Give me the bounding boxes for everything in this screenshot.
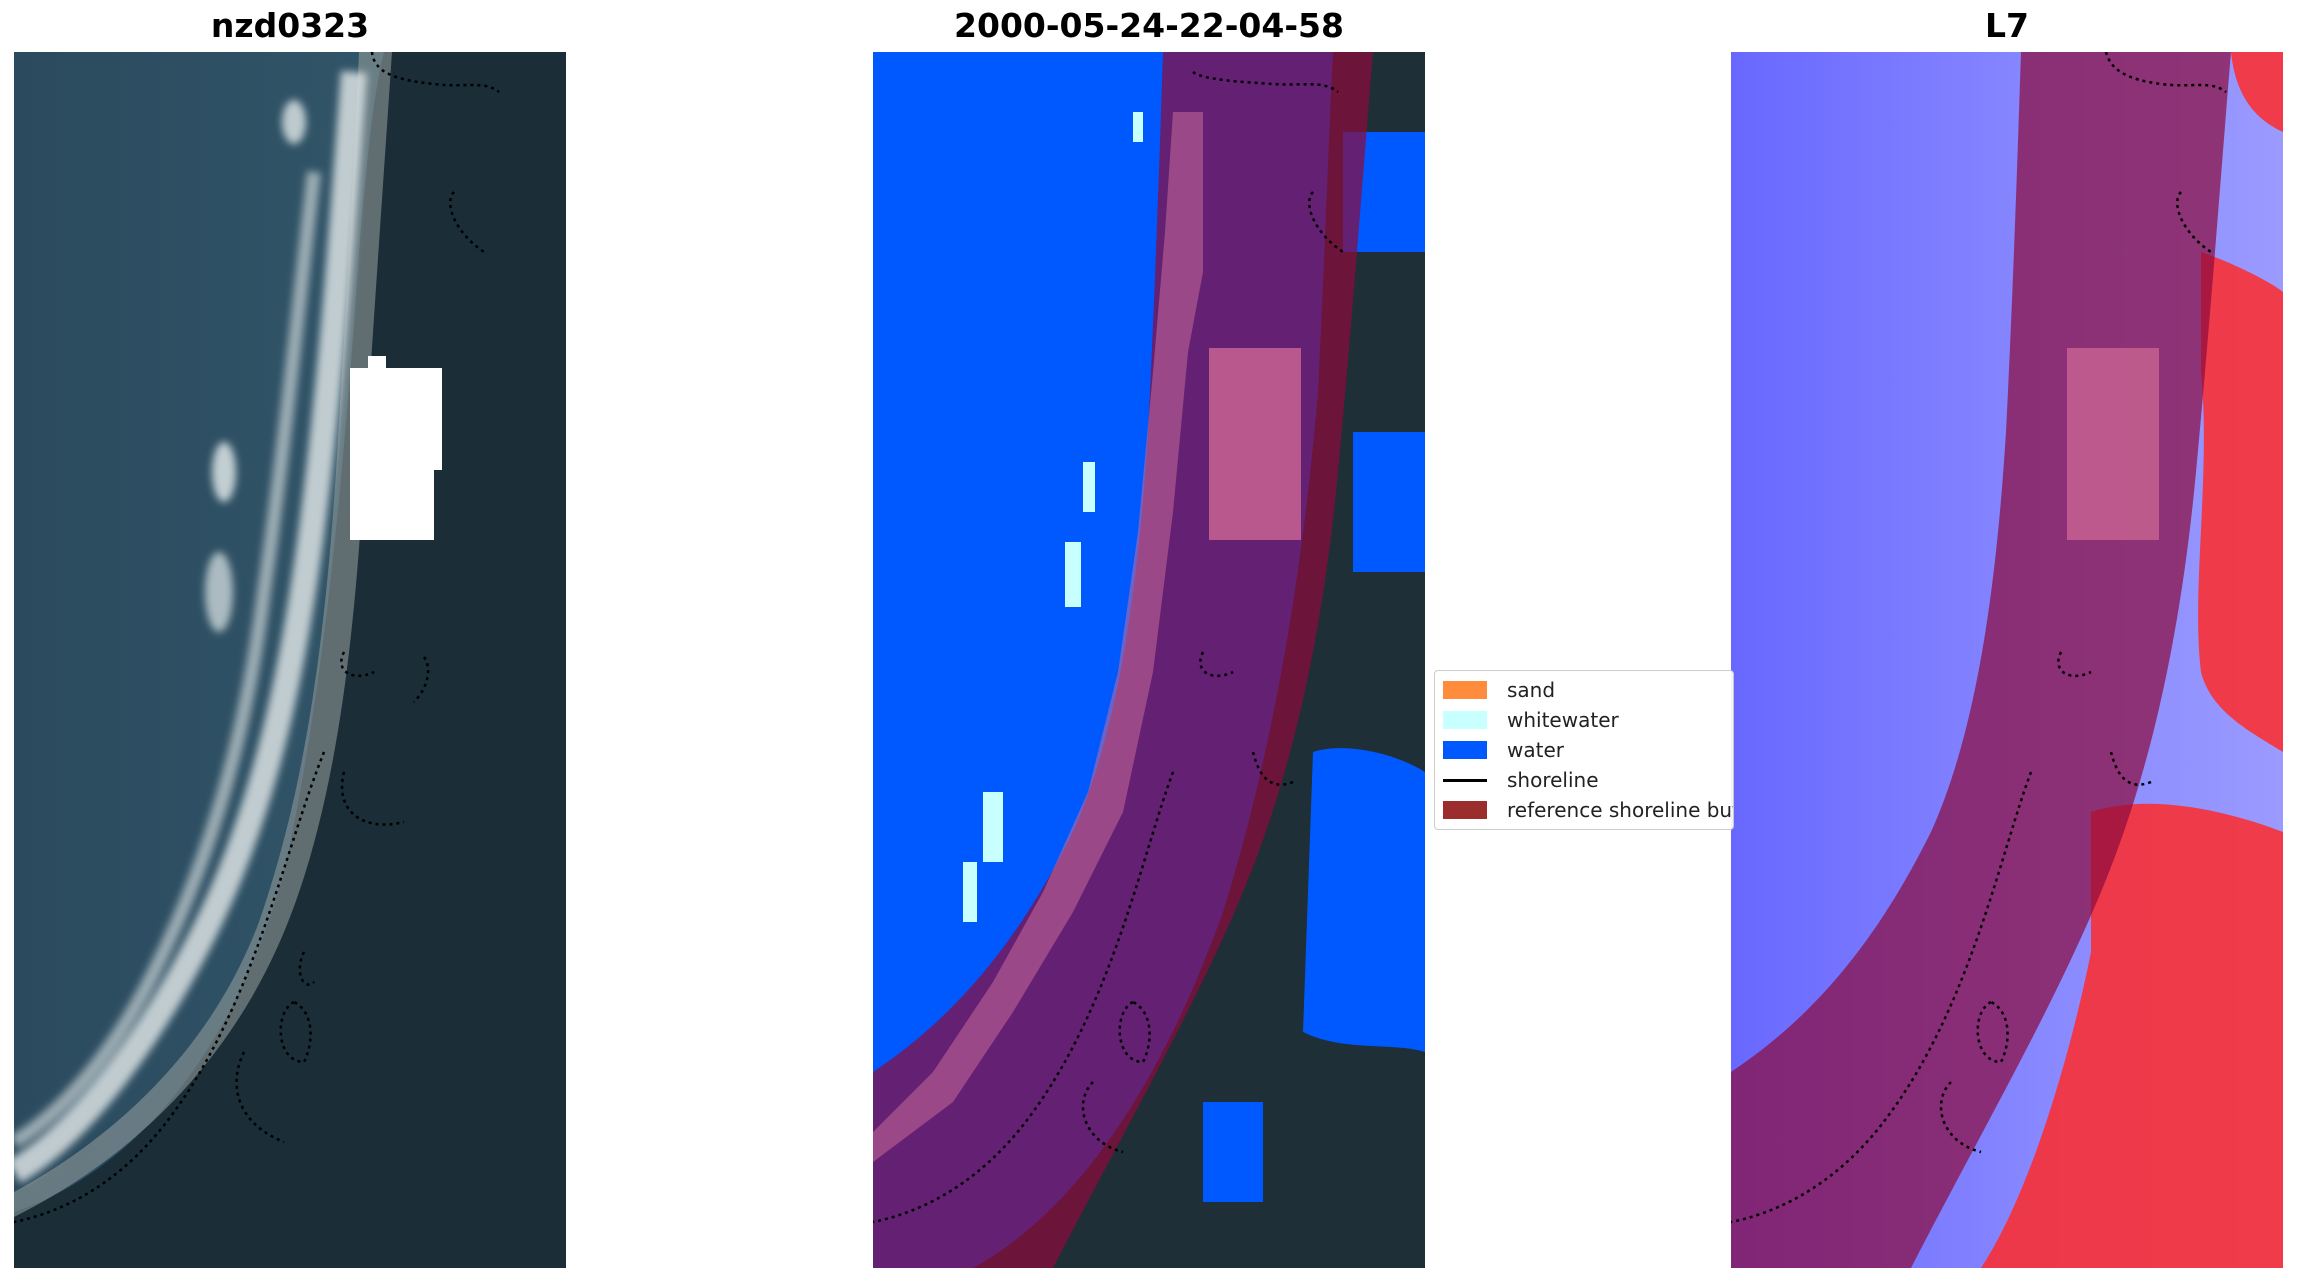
index-image-panel: [1731, 52, 2283, 1268]
legend-item-shoreline: shoreline: [1443, 767, 1599, 793]
legend-label-shoreline: shoreline: [1507, 768, 1599, 792]
legend-item-sand: sand: [1443, 677, 1555, 703]
shoreline-line-swatch: [1443, 778, 1487, 782]
panel-title-index: L7: [1985, 6, 2029, 45]
high-index-areas: [1981, 52, 2283, 1268]
legend-label-buffer: reference shoreline buffer: [1507, 798, 1733, 822]
legend-label-whitewater: whitewater: [1507, 708, 1619, 732]
buffer-light-patches: [873, 112, 1203, 1162]
cloud-mask-buffer: [1209, 348, 1301, 540]
water-swatch: [1443, 741, 1487, 759]
shoreline-index: [1731, 52, 2227, 1224]
whitewater-swatch: [1443, 711, 1487, 729]
panel-title-rgb: nzd0323: [210, 6, 370, 45]
classified-image-panel: [873, 52, 1425, 1268]
cloud-mask-index: [2067, 348, 2159, 540]
buffer-swatch: [1443, 801, 1487, 819]
cloud-mask: [350, 356, 442, 540]
rgb-image-panel: [14, 52, 566, 1268]
legend: sand whitewater water shoreline referenc…: [1434, 670, 1734, 830]
panel-title-classified: 2000-05-24-22-04-58: [954, 6, 1344, 45]
whitewater-class: [963, 112, 1143, 922]
sand-swatch: [1443, 681, 1487, 699]
land-area: [14, 52, 566, 1268]
legend-item-whitewater: whitewater: [1443, 707, 1619, 733]
shoreline-rgb: [14, 52, 500, 1224]
legend-label-sand: sand: [1507, 678, 1556, 702]
shoreline-classified: [873, 70, 1344, 1224]
legend-item-buffer: reference shoreline buffer: [1443, 797, 1733, 823]
surf-zone: [14, 71, 367, 1184]
legend-item-water: water: [1443, 737, 1564, 763]
legend-label-water: water: [1507, 738, 1564, 762]
